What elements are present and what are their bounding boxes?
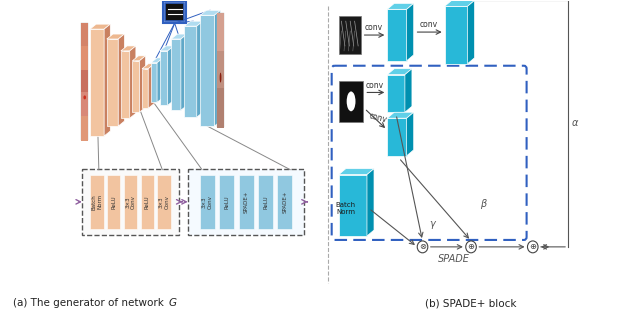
Polygon shape (339, 174, 367, 236)
Ellipse shape (347, 91, 355, 111)
Text: SPADE: SPADE (438, 254, 469, 264)
Polygon shape (184, 26, 196, 117)
Text: ⊕: ⊕ (529, 242, 536, 251)
Text: Batch
Norm: Batch Norm (92, 194, 102, 210)
Polygon shape (81, 46, 88, 71)
Polygon shape (171, 34, 187, 39)
Polygon shape (387, 112, 413, 118)
Text: conv: conv (366, 81, 384, 90)
Polygon shape (171, 39, 181, 110)
Polygon shape (157, 174, 171, 229)
Text: ReLU: ReLU (263, 195, 268, 209)
Polygon shape (217, 13, 224, 127)
Text: G: G (168, 298, 177, 308)
Polygon shape (339, 16, 361, 54)
Text: conv: conv (369, 111, 388, 124)
Polygon shape (118, 34, 124, 126)
Polygon shape (239, 174, 253, 229)
Text: ⊗: ⊗ (419, 242, 426, 251)
Polygon shape (387, 3, 413, 9)
Polygon shape (214, 10, 221, 126)
Polygon shape (142, 69, 148, 108)
Text: SPADE+: SPADE+ (244, 191, 248, 213)
Text: conv: conv (420, 20, 438, 29)
Polygon shape (165, 3, 184, 21)
Polygon shape (81, 70, 88, 95)
Polygon shape (160, 46, 174, 51)
Polygon shape (445, 0, 475, 6)
Text: β: β (480, 199, 486, 209)
Polygon shape (142, 64, 154, 69)
Polygon shape (121, 51, 130, 118)
Polygon shape (130, 46, 136, 118)
Polygon shape (81, 92, 88, 117)
Polygon shape (217, 13, 224, 51)
Polygon shape (107, 39, 118, 126)
Polygon shape (220, 174, 234, 229)
Text: ⊕: ⊕ (468, 242, 474, 251)
Text: Batch
Norm: Batch Norm (336, 202, 356, 215)
Polygon shape (181, 34, 187, 110)
Polygon shape (217, 51, 224, 89)
Text: (a) The generator of network: (a) The generator of network (13, 298, 167, 308)
Polygon shape (339, 81, 364, 122)
Polygon shape (81, 23, 88, 140)
Polygon shape (108, 174, 120, 229)
FancyBboxPatch shape (82, 169, 179, 235)
Polygon shape (81, 116, 88, 141)
Polygon shape (151, 63, 157, 102)
Polygon shape (90, 174, 104, 229)
Polygon shape (157, 58, 163, 102)
Polygon shape (196, 21, 203, 117)
Text: 3×3
Conv: 3×3 Conv (159, 195, 170, 209)
Polygon shape (121, 46, 136, 51)
Polygon shape (387, 75, 405, 112)
Polygon shape (217, 89, 224, 128)
Text: 3×3
Conv: 3×3 Conv (125, 195, 136, 209)
Polygon shape (168, 46, 174, 105)
Polygon shape (200, 10, 221, 15)
Polygon shape (405, 69, 412, 112)
Polygon shape (200, 174, 215, 229)
Polygon shape (81, 23, 88, 48)
Polygon shape (445, 6, 467, 64)
Polygon shape (107, 34, 124, 39)
Text: ReLU: ReLU (145, 195, 150, 209)
Polygon shape (90, 29, 104, 136)
Text: ReLU: ReLU (111, 195, 116, 209)
Polygon shape (151, 58, 163, 63)
Polygon shape (132, 56, 145, 61)
Polygon shape (160, 51, 168, 105)
Polygon shape (277, 174, 292, 229)
Polygon shape (90, 24, 110, 29)
Polygon shape (339, 169, 374, 174)
Polygon shape (124, 174, 137, 229)
Ellipse shape (220, 73, 221, 82)
Text: conv: conv (365, 23, 383, 32)
Text: γ: γ (429, 219, 435, 229)
Text: (b) SPADE+ block: (b) SPADE+ block (426, 298, 516, 308)
Polygon shape (200, 15, 214, 126)
Polygon shape (406, 3, 413, 61)
Polygon shape (387, 118, 406, 156)
Text: α: α (572, 118, 578, 128)
Polygon shape (104, 24, 110, 136)
Polygon shape (141, 174, 154, 229)
Text: ReLU: ReLU (224, 195, 229, 209)
Polygon shape (132, 61, 140, 112)
Polygon shape (148, 64, 154, 108)
Ellipse shape (83, 95, 86, 100)
Polygon shape (387, 9, 406, 61)
Text: SPADE+: SPADE+ (282, 191, 287, 213)
Polygon shape (467, 0, 475, 64)
Polygon shape (258, 174, 273, 229)
Polygon shape (406, 112, 413, 156)
Polygon shape (184, 21, 203, 26)
FancyBboxPatch shape (188, 169, 305, 235)
Text: 3×3
Conv: 3×3 Conv (202, 195, 212, 209)
Polygon shape (367, 169, 374, 236)
Polygon shape (140, 56, 145, 112)
Polygon shape (387, 69, 412, 75)
